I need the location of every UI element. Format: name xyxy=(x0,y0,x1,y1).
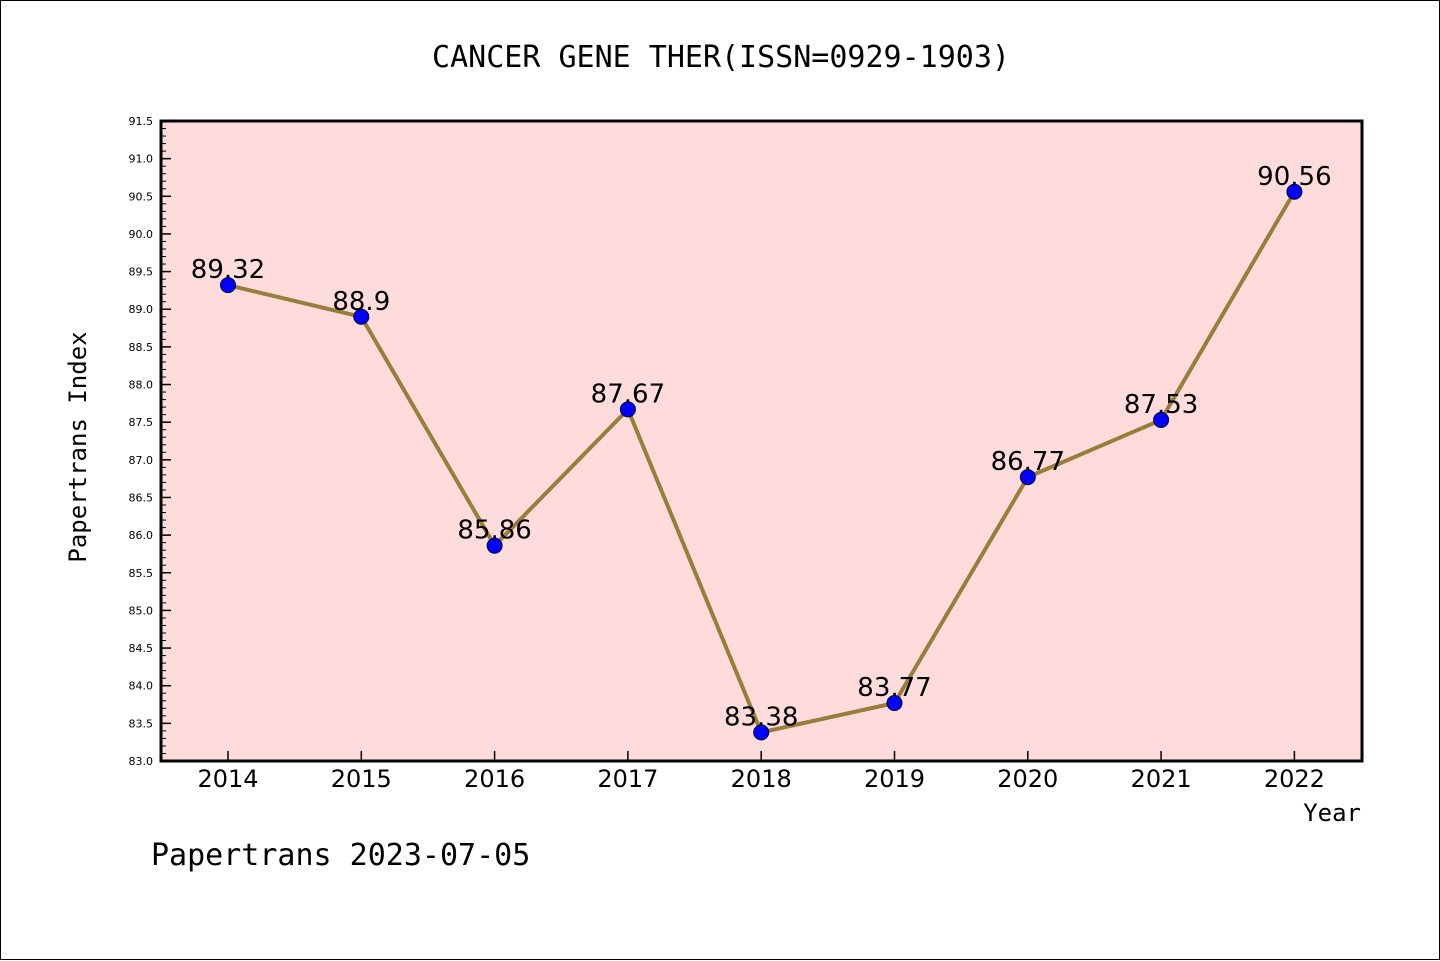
x-tick-label: 2022 xyxy=(1264,765,1325,793)
footer-credit: Papertrans 2023-07-05 xyxy=(151,838,530,873)
data-label: 83.38 xyxy=(724,702,798,732)
x-tick-label: 2015 xyxy=(331,765,392,793)
y-tick-label: 89.5 xyxy=(129,266,154,279)
x-axis: 2014 2015 2016 2017 2018 2019 2020 2021 2022 xyxy=(197,751,1325,793)
data-label: 90.56 xyxy=(1257,162,1331,192)
y-tick-label: 91.0 xyxy=(129,153,154,166)
data-label: 83.77 xyxy=(857,673,931,703)
data-point xyxy=(753,724,770,741)
plot-area xyxy=(159,119,1364,763)
data-point xyxy=(619,401,636,418)
x-tick-label: 2016 xyxy=(464,765,525,793)
data-label: 88.9 xyxy=(332,287,390,317)
data-label: 87.53 xyxy=(1124,390,1198,420)
y-axis-label: Papertrans Index xyxy=(64,331,92,562)
y-tick-label: 90.5 xyxy=(129,190,154,203)
data-labels: 89.32 88.9 85.86 87.67 83.38 83.77 86.77 87.53 9… xyxy=(191,162,1332,733)
x-tick-label: 2021 xyxy=(1131,765,1192,793)
x-tick-label: 2019 xyxy=(864,765,925,793)
data-label: 87.67 xyxy=(591,379,665,409)
y-tick-label: 86.5 xyxy=(129,491,154,504)
data-point xyxy=(1019,469,1036,486)
x-tick-label: 2017 xyxy=(597,765,658,793)
y-tick-label: 85.5 xyxy=(129,567,154,580)
y-tick-label: 87.0 xyxy=(129,454,154,467)
y-tick-label: 91.5 xyxy=(129,115,154,128)
x-axis-label: Year xyxy=(1303,799,1361,827)
y-tick-label: 87.5 xyxy=(129,416,154,429)
data-label: 86.77 xyxy=(991,447,1065,477)
y-tick-label: 90.0 xyxy=(129,228,154,241)
data-point xyxy=(886,695,903,712)
data-point xyxy=(353,308,370,325)
y-tick-label: 83.5 xyxy=(129,717,154,730)
y-tick-label: 88.5 xyxy=(129,341,154,354)
y-tick-label: 83.0 xyxy=(129,755,154,768)
data-point xyxy=(1153,411,1170,428)
data-point xyxy=(1286,183,1303,200)
y-tick-label: 85.0 xyxy=(129,604,154,617)
y-axis: 83.0 83.5 84.0 84.5 85.0 85.5 86.0 86.5 87.0 87.5… xyxy=(129,115,171,768)
data-markers xyxy=(220,183,1303,741)
y-tick-label: 88.0 xyxy=(129,379,154,392)
data-point xyxy=(486,537,503,554)
data-label: 89.32 xyxy=(191,255,265,285)
x-tick-label: 2018 xyxy=(731,765,792,793)
x-tick-label: 2014 xyxy=(197,765,258,793)
data-label: 85.86 xyxy=(457,516,531,546)
chart-title: CANCER GENE THER(ISSN=0929-1903) xyxy=(432,40,1010,75)
y-tick-label: 84.0 xyxy=(129,680,154,693)
y-tick-label: 89.0 xyxy=(129,303,154,316)
y-tick-label: 84.5 xyxy=(129,642,154,655)
x-tick-label: 2020 xyxy=(997,765,1058,793)
data-point xyxy=(220,277,236,294)
y-tick-label: 86.0 xyxy=(129,529,154,542)
